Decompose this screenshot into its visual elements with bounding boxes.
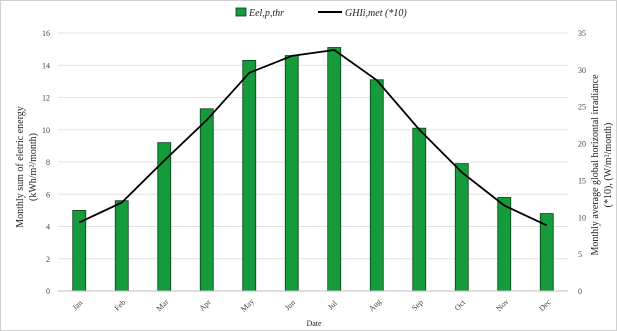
right-y-axis-title-line1: Monthly average global horizontal irradi… [590, 74, 601, 256]
right-tick-label: 30 [578, 66, 586, 75]
gridlines [58, 32, 568, 260]
left-tick-label: 0 [46, 287, 50, 296]
right-tick-label: 10 [578, 213, 586, 222]
legend: Eel,p,thr GHIi,met (*10) [235, 7, 407, 19]
bar-jun [284, 55, 299, 292]
legend-line-label: GHIi,met (*10) [345, 8, 407, 19]
legend-bar-swatch [235, 7, 247, 17]
bar-apr [199, 108, 214, 292]
x-axis-title: Date [306, 319, 322, 328]
right-tick-label: 5 [578, 250, 582, 259]
bar-oct [454, 163, 469, 292]
bar-aug [369, 79, 384, 292]
bar-feb [114, 200, 129, 292]
left-y-axis-title-line2: (kWh/m²/month) [28, 133, 39, 201]
right-tick-label: 25 [578, 103, 586, 112]
left-tick-label: 12 [42, 94, 50, 103]
left-tick-label: 2 [46, 255, 50, 264]
right-tick-label: 0 [578, 287, 582, 296]
right-tick-label: 35 [578, 29, 586, 38]
bar-jul [327, 47, 342, 292]
right-tick-label: 15 [578, 176, 586, 185]
ghi-line [78, 49, 548, 227]
bar-may [242, 60, 257, 292]
left-tick-label: 16 [42, 29, 50, 38]
line-series [78, 49, 548, 227]
legend-bar-label: Eel,p,thr [248, 8, 284, 19]
right-tick-label: 20 [578, 140, 586, 149]
left-y-axis-ticks: 0 2 4 6 8 10 12 14 16 [42, 29, 50, 296]
right-y-axis-ticks: 0 5 10 15 20 25 30 35 [578, 29, 586, 296]
left-tick-label: 8 [46, 158, 50, 167]
bar-sep [412, 127, 427, 292]
left-tick-label: 10 [42, 126, 50, 135]
right-y-axis-title-line2: (*10), (W/m²/month) [603, 123, 614, 208]
bar-nov [497, 197, 512, 292]
left-tick-label: 14 [42, 61, 50, 70]
left-y-axis-title-line1: Monthly sum of eletric energy [15, 106, 26, 227]
left-tick-label: 6 [46, 190, 50, 199]
left-tick-label: 4 [46, 223, 50, 232]
